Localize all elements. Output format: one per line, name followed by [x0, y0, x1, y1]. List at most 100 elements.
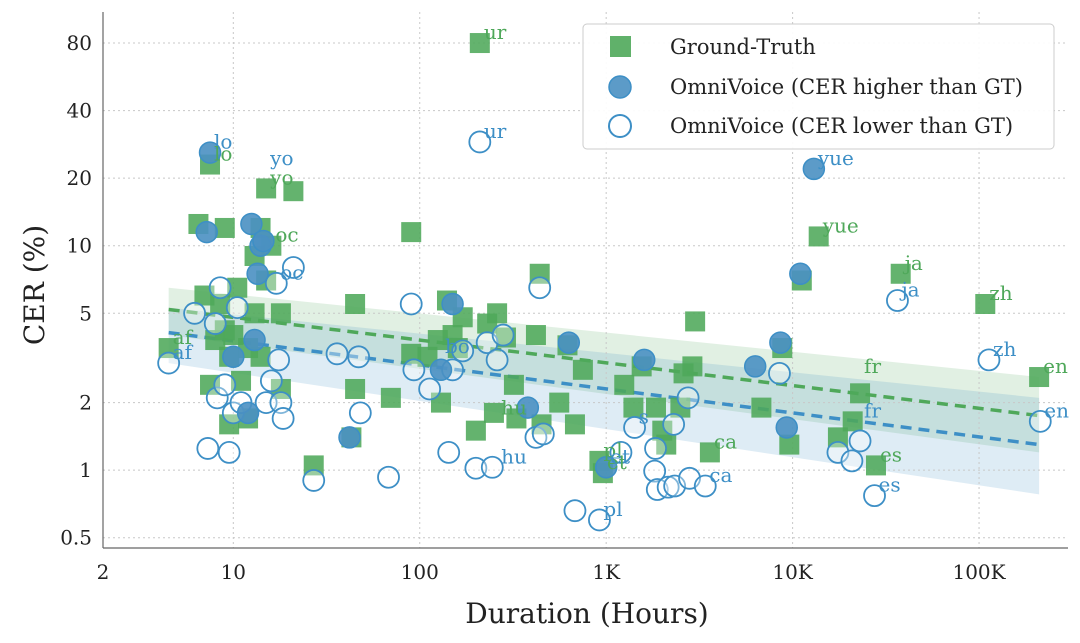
point-label: fr — [864, 398, 881, 422]
point-label: yue — [822, 213, 859, 237]
omni-higher-point — [557, 331, 581, 354]
y-tick-label: 2 — [79, 391, 92, 415]
y-tick-label: 1 — [79, 458, 92, 482]
omni-lower-point — [468, 130, 492, 154]
gt-point — [483, 402, 504, 423]
omni-lower-point — [693, 474, 717, 498]
omni-lower-point — [863, 484, 886, 508]
x-tick-labels: 2 10 100 1K 10K 100K — [97, 560, 1007, 584]
gt-point — [564, 414, 585, 435]
gt-point — [244, 303, 265, 324]
omni-lower-point — [826, 440, 850, 464]
trend-line — [168, 307, 1040, 418]
gt-point — [380, 387, 401, 408]
point-label: hu — [501, 444, 527, 468]
gt-point — [682, 356, 703, 377]
omni-higher-point — [222, 345, 245, 369]
y-axis-title: CER (%) — [18, 225, 51, 345]
y-tick-label: 10 — [67, 234, 92, 258]
gt-point — [975, 294, 996, 315]
omni-higher-point — [594, 456, 618, 479]
omni-higher-point — [802, 157, 826, 181]
omni-lower-point — [886, 289, 909, 312]
omni-lower-point — [183, 301, 207, 325]
point-label: zh — [989, 281, 1013, 305]
omni-higher-point — [769, 331, 792, 354]
point-label: et — [607, 450, 627, 474]
gt-point — [401, 222, 422, 243]
omni-lower-point — [643, 459, 667, 483]
omni-lower-point — [418, 377, 442, 401]
gt-point — [842, 411, 863, 432]
point-label: yue — [817, 146, 854, 170]
omni-lower-point — [623, 416, 646, 439]
omni-lower-point — [217, 440, 241, 464]
omni-higher-point — [195, 220, 218, 244]
gt-point — [751, 397, 772, 418]
omni-lower-point — [840, 449, 864, 473]
gt-point — [808, 226, 829, 247]
omni-higher-point — [243, 328, 266, 352]
legend-gt-marker — [610, 36, 631, 57]
gt-point — [503, 374, 524, 395]
x-tick-label: 10 — [221, 560, 246, 584]
omni-lower-point — [259, 369, 283, 393]
gt-point — [549, 392, 570, 413]
legend: Ground-Truth OmniVoice (CER higher than … — [582, 23, 1055, 150]
point-label: oc — [280, 260, 303, 284]
omni-lower-point — [437, 440, 461, 464]
trend-line — [168, 330, 1040, 447]
point-label: en — [1044, 398, 1069, 422]
omni-lower-point — [264, 271, 288, 295]
omni-higher-point — [775, 416, 798, 439]
legend-omni-lower-label: OmniVoice (CER lower than GT) — [670, 114, 1013, 138]
gt-point — [214, 217, 235, 238]
point-label: es — [879, 473, 901, 497]
point-label: yo — [269, 165, 293, 189]
y-tick-label: 40 — [67, 99, 92, 123]
omni-lower-point — [281, 256, 305, 279]
omni-lower-point — [399, 292, 423, 316]
omni-lower-point — [588, 508, 611, 532]
omni-lower-point — [402, 358, 426, 382]
point-label: pl — [603, 438, 622, 462]
gt-point — [345, 378, 366, 399]
gt-point — [1029, 367, 1050, 388]
point-label: ca — [709, 463, 732, 487]
point-label: lo — [214, 130, 232, 154]
omni-lower-point — [208, 276, 232, 300]
point-label: bo — [445, 334, 470, 358]
gt-point — [256, 178, 277, 199]
omni-lower-point — [480, 455, 504, 479]
omni-lower-point — [977, 348, 1001, 372]
omni-lower-point — [348, 401, 372, 425]
point-label: lo — [214, 142, 232, 166]
omni-higher-point — [516, 396, 540, 419]
omni-lower-point — [485, 348, 509, 372]
gt-point — [685, 311, 706, 332]
omni-higher-point — [441, 292, 464, 316]
omni-lower-point — [609, 440, 633, 464]
omni-higher-point — [198, 141, 222, 164]
confidence-band — [168, 287, 1040, 453]
point-label: s — [639, 404, 649, 428]
omni-lower-point — [848, 429, 872, 453]
omni-lower-point — [464, 456, 488, 480]
point-label: ur — [484, 119, 507, 143]
x-tick-label: 10K — [772, 560, 813, 584]
omni-higher-point — [632, 348, 656, 372]
gt-point — [250, 346, 271, 367]
omni-lower-point — [563, 499, 587, 523]
omni-lower-point — [644, 437, 667, 460]
omni-lower-point — [491, 323, 515, 347]
omni-lower-point — [325, 342, 349, 366]
omni-higher-point — [743, 355, 767, 378]
gt-point — [227, 277, 248, 298]
omni-higher-point — [252, 229, 275, 253]
legend-omni-higher-marker — [608, 75, 632, 99]
x-tick-label: 1K — [592, 560, 621, 584]
gt-point — [210, 294, 231, 315]
y-tick-label: 80 — [67, 31, 92, 55]
point-label: yo — [269, 146, 293, 170]
point-label: ja — [899, 278, 919, 302]
